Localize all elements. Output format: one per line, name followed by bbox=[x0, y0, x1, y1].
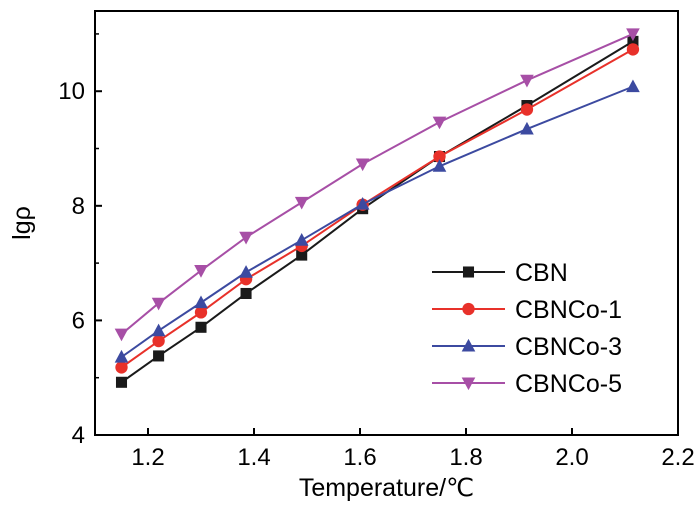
data-point-cbnco-5 bbox=[355, 158, 370, 172]
legend-label: CBN bbox=[515, 259, 568, 287]
data-point-cbnco-3 bbox=[432, 159, 447, 172]
data-point-cbnco-3 bbox=[626, 79, 640, 93]
legend-entry-cbnco-1: CBNCo-1 bbox=[432, 296, 622, 324]
legend-entry-cbnco-5: CBNCo-5 bbox=[432, 370, 622, 398]
series-cbnco-1 bbox=[115, 43, 640, 374]
y-tick-label: 8 bbox=[72, 193, 85, 220]
legend-marker bbox=[461, 377, 476, 391]
legend-entry-cbn: CBN bbox=[432, 259, 568, 287]
legend-marker bbox=[461, 338, 476, 352]
series-cbnco-3 bbox=[114, 79, 640, 363]
x-tick-label: 2.0 bbox=[555, 444, 588, 471]
data-point-cbnco-5 bbox=[520, 74, 534, 88]
data-point-cbnco-3 bbox=[520, 121, 534, 135]
x-tick-label: 2.2 bbox=[661, 444, 694, 471]
legend-entry-cbnco-3: CBNCo-3 bbox=[432, 333, 622, 361]
data-point-cbn bbox=[115, 376, 128, 388]
legend: CBN CBNCo-1 CBNCo-3 CBNCo-5 bbox=[432, 259, 622, 398]
x-tick-label: 1.6 bbox=[343, 444, 376, 471]
data-point-cbnco-3 bbox=[194, 295, 208, 309]
x-tick-label: 1.4 bbox=[237, 444, 270, 471]
legend-marker bbox=[462, 302, 475, 316]
y-axis-title: lgρ bbox=[8, 206, 36, 240]
y-tick-label: 4 bbox=[72, 422, 85, 449]
data-point-cbn bbox=[627, 35, 639, 47]
data-point-cbn bbox=[195, 321, 207, 333]
data-point-cbnco-1 bbox=[626, 43, 640, 56]
data-point-cbnco-5 bbox=[294, 196, 309, 210]
data-point-cbnco-1 bbox=[194, 306, 208, 319]
y-axis-ticks: 4 6 8 10 bbox=[58, 33, 102, 449]
x-tick-label: 1.8 bbox=[449, 444, 482, 471]
data-point-cbnco-3 bbox=[355, 196, 370, 210]
data-point-cbn bbox=[296, 249, 308, 261]
data-point-cbnco-1 bbox=[152, 334, 165, 348]
data-point-cbnco-5 bbox=[151, 297, 166, 311]
data-point-cbnco-1 bbox=[520, 103, 534, 116]
legend-label: CBNCo-1 bbox=[515, 296, 622, 324]
plot-frame bbox=[94, 10, 679, 436]
legend-label: CBNCo-5 bbox=[515, 370, 622, 398]
data-point-cbnco-3 bbox=[294, 233, 309, 246]
data-point-cbnco-5 bbox=[626, 28, 640, 42]
axes bbox=[94, 10, 679, 436]
data-point-cbnco-1 bbox=[115, 361, 128, 374]
data-point-cbnco-1 bbox=[433, 150, 446, 163]
plot-area bbox=[114, 28, 640, 388]
data-point-cbn bbox=[153, 350, 165, 362]
series-line-cbnco-5 bbox=[120, 33, 634, 335]
data-point-cbnco-5 bbox=[239, 231, 253, 245]
data-point-cbnco-3 bbox=[114, 349, 129, 363]
data-point-cbnco-5 bbox=[114, 328, 129, 342]
legend-label: CBNCo-3 bbox=[515, 333, 622, 361]
data-point-cbnco-3 bbox=[151, 323, 166, 337]
y-tick-label: 6 bbox=[72, 307, 85, 334]
x-axis-title: Temperature/℃ bbox=[299, 474, 474, 502]
data-point-cbnco-5 bbox=[432, 116, 447, 130]
legend-marker bbox=[462, 266, 475, 278]
data-point-cbnco-5 bbox=[194, 265, 208, 278]
x-axis-ticks: 1.2 1.4 1.6 1.8 2.0 2.2 bbox=[131, 428, 695, 471]
series-cbnco-5 bbox=[114, 28, 640, 342]
x-tick-label: 1.2 bbox=[131, 444, 164, 471]
data-point-cbnco-3 bbox=[239, 265, 253, 278]
y-tick-label: 10 bbox=[58, 78, 85, 105]
data-point-cbn bbox=[240, 287, 252, 300]
